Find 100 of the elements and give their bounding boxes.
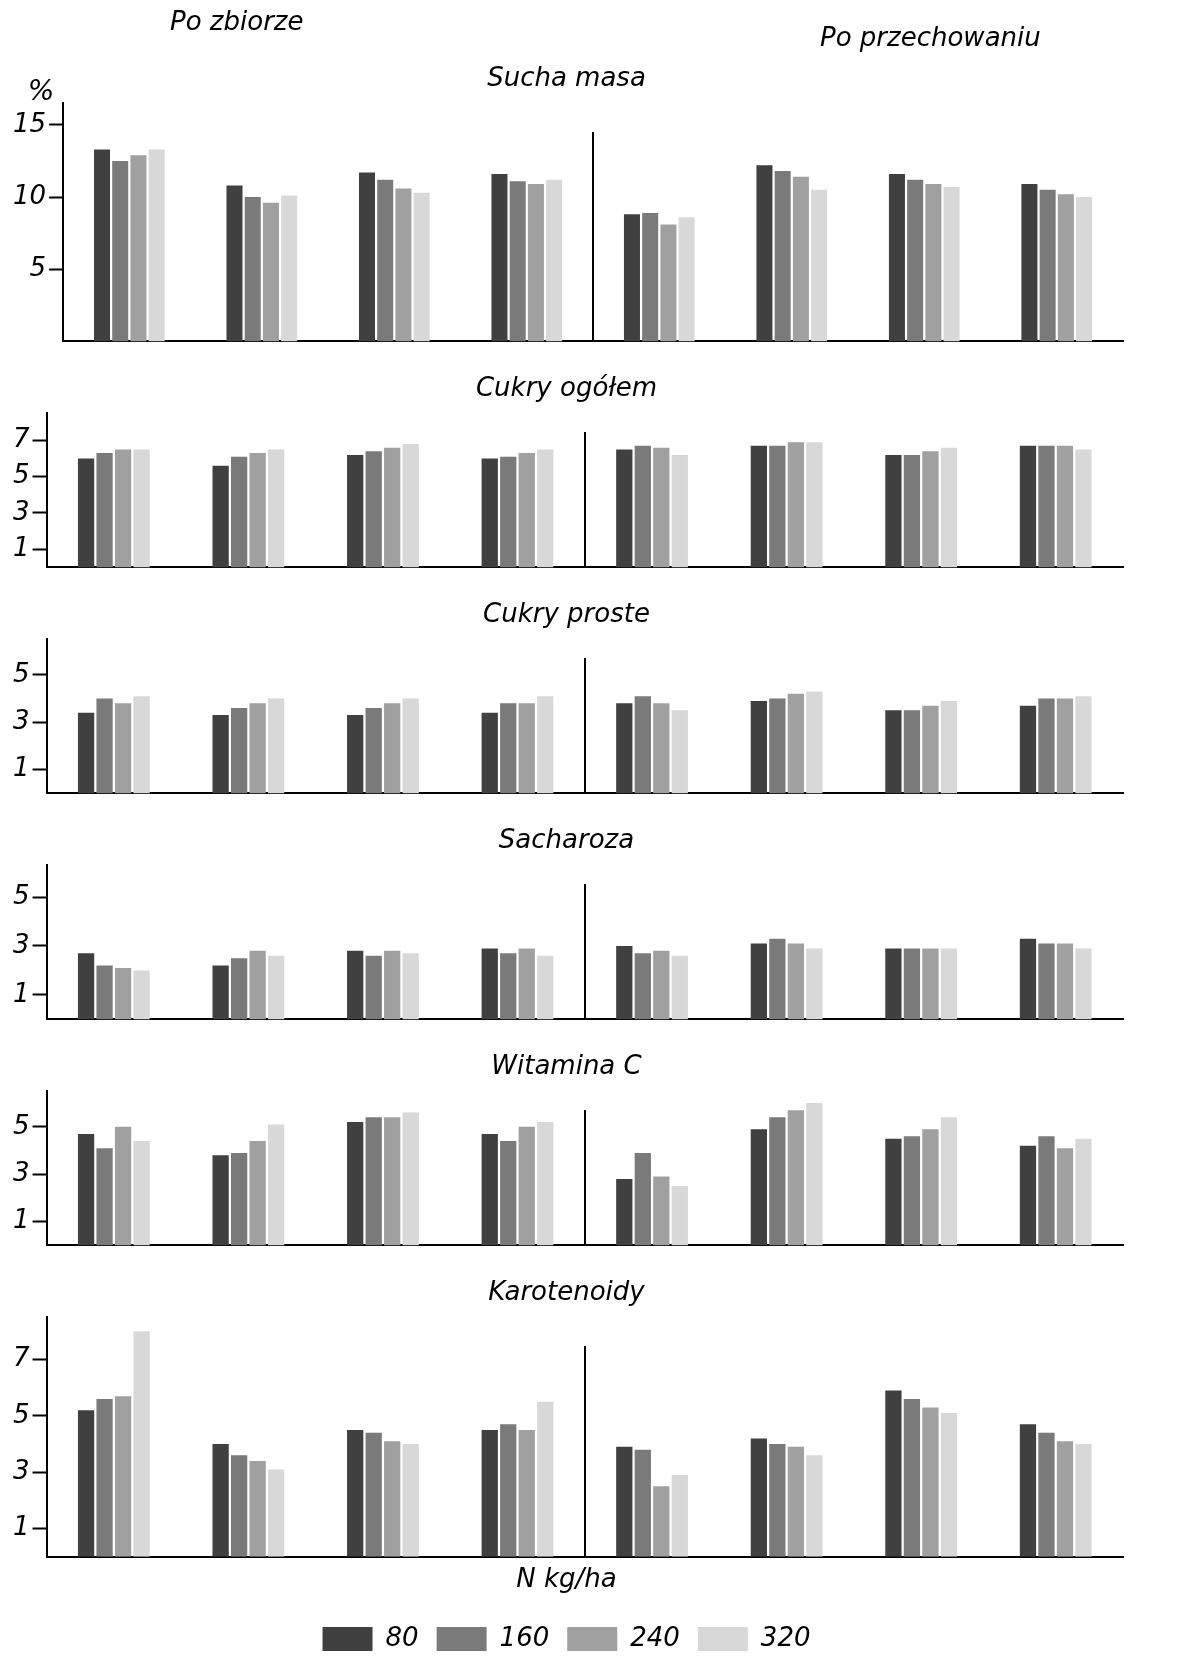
bar	[226, 185, 243, 342]
bar	[133, 449, 150, 568]
bar	[384, 950, 401, 1020]
bar	[940, 447, 958, 568]
bar	[806, 691, 823, 794]
bar	[77, 1133, 95, 1246]
bar	[365, 451, 382, 568]
bar	[787, 943, 804, 1020]
bar	[212, 715, 229, 794]
bar	[623, 214, 640, 342]
bar	[402, 1112, 419, 1246]
bar	[267, 1124, 285, 1246]
bar	[77, 953, 95, 1020]
bar	[806, 442, 823, 568]
bar	[653, 1176, 670, 1246]
bar	[1075, 1444, 1092, 1557]
bar	[481, 1429, 498, 1557]
bar	[1021, 184, 1038, 342]
bar	[1056, 445, 1074, 568]
bar	[384, 1441, 401, 1557]
bar	[806, 1455, 823, 1557]
bar	[787, 442, 804, 568]
legend-label: 320	[760, 1621, 811, 1652]
bar	[922, 1407, 939, 1557]
bar	[769, 1117, 786, 1246]
bar	[402, 444, 419, 568]
bar	[230, 958, 248, 1020]
bar	[267, 955, 285, 1020]
chart-title: Cukry ogółem	[475, 372, 658, 403]
y-tick-label: 5	[13, 1398, 30, 1429]
bar	[616, 703, 633, 794]
text: Po zbiorze	[170, 6, 304, 36]
bar	[907, 179, 924, 342]
bar	[811, 189, 828, 342]
bar	[537, 1401, 554, 1557]
bar	[133, 696, 150, 794]
legend-label: 80	[385, 1621, 419, 1652]
legend-title: N kg/ha	[516, 1562, 617, 1593]
bar	[500, 456, 517, 568]
bar	[769, 1444, 786, 1557]
text: Po przechowaniu	[820, 22, 1041, 52]
y-tick-label: 3	[13, 1156, 30, 1187]
bar	[365, 708, 382, 794]
y-axis-title: %	[27, 74, 55, 108]
bar	[888, 173, 905, 342]
bar	[402, 698, 419, 794]
bar	[634, 696, 651, 794]
bar	[518, 1126, 535, 1246]
bar	[537, 1122, 554, 1246]
bar	[148, 149, 165, 342]
bar	[1057, 194, 1074, 342]
bar	[96, 453, 113, 568]
bar	[885, 1390, 902, 1557]
bar	[96, 1148, 113, 1246]
bar	[634, 953, 651, 1020]
bar	[133, 970, 150, 1020]
y-tick-label: 3	[13, 1454, 30, 1485]
bar	[925, 184, 942, 342]
bar	[1056, 698, 1074, 794]
bar	[634, 1449, 651, 1557]
bar	[267, 698, 285, 794]
bar	[537, 955, 554, 1020]
bar	[774, 171, 791, 342]
y-tick-label: 3	[13, 704, 30, 735]
bar	[537, 449, 554, 568]
bar	[885, 1138, 902, 1246]
bar	[671, 1186, 688, 1246]
bar	[518, 703, 535, 794]
bar	[1019, 938, 1037, 1020]
legend-label: 160	[499, 1621, 550, 1652]
bar	[114, 1396, 132, 1557]
bar	[769, 938, 786, 1020]
bar	[212, 965, 229, 1020]
y-tick-label: 5	[13, 459, 30, 490]
chart-title: Cukry proste	[483, 598, 650, 629]
bar	[96, 1398, 113, 1557]
bar	[653, 447, 670, 568]
bar	[943, 186, 960, 342]
bar	[509, 181, 526, 342]
bar	[249, 703, 266, 794]
bar	[77, 712, 95, 794]
bar	[249, 950, 266, 1020]
bar	[750, 700, 767, 794]
bar	[114, 449, 132, 568]
bar	[922, 948, 939, 1020]
bar	[1056, 1441, 1074, 1557]
bar	[96, 698, 113, 794]
bar	[750, 943, 767, 1020]
bar	[1038, 1136, 1055, 1246]
bar	[940, 1413, 958, 1557]
y-tick-label: 1	[13, 752, 30, 783]
bar	[384, 703, 401, 794]
bar	[616, 945, 633, 1020]
bar	[787, 1110, 804, 1246]
bar	[1038, 698, 1055, 794]
bar	[678, 217, 695, 342]
bar	[750, 445, 767, 568]
bar	[1056, 1148, 1074, 1246]
bar	[546, 179, 563, 342]
bar	[230, 1455, 248, 1557]
